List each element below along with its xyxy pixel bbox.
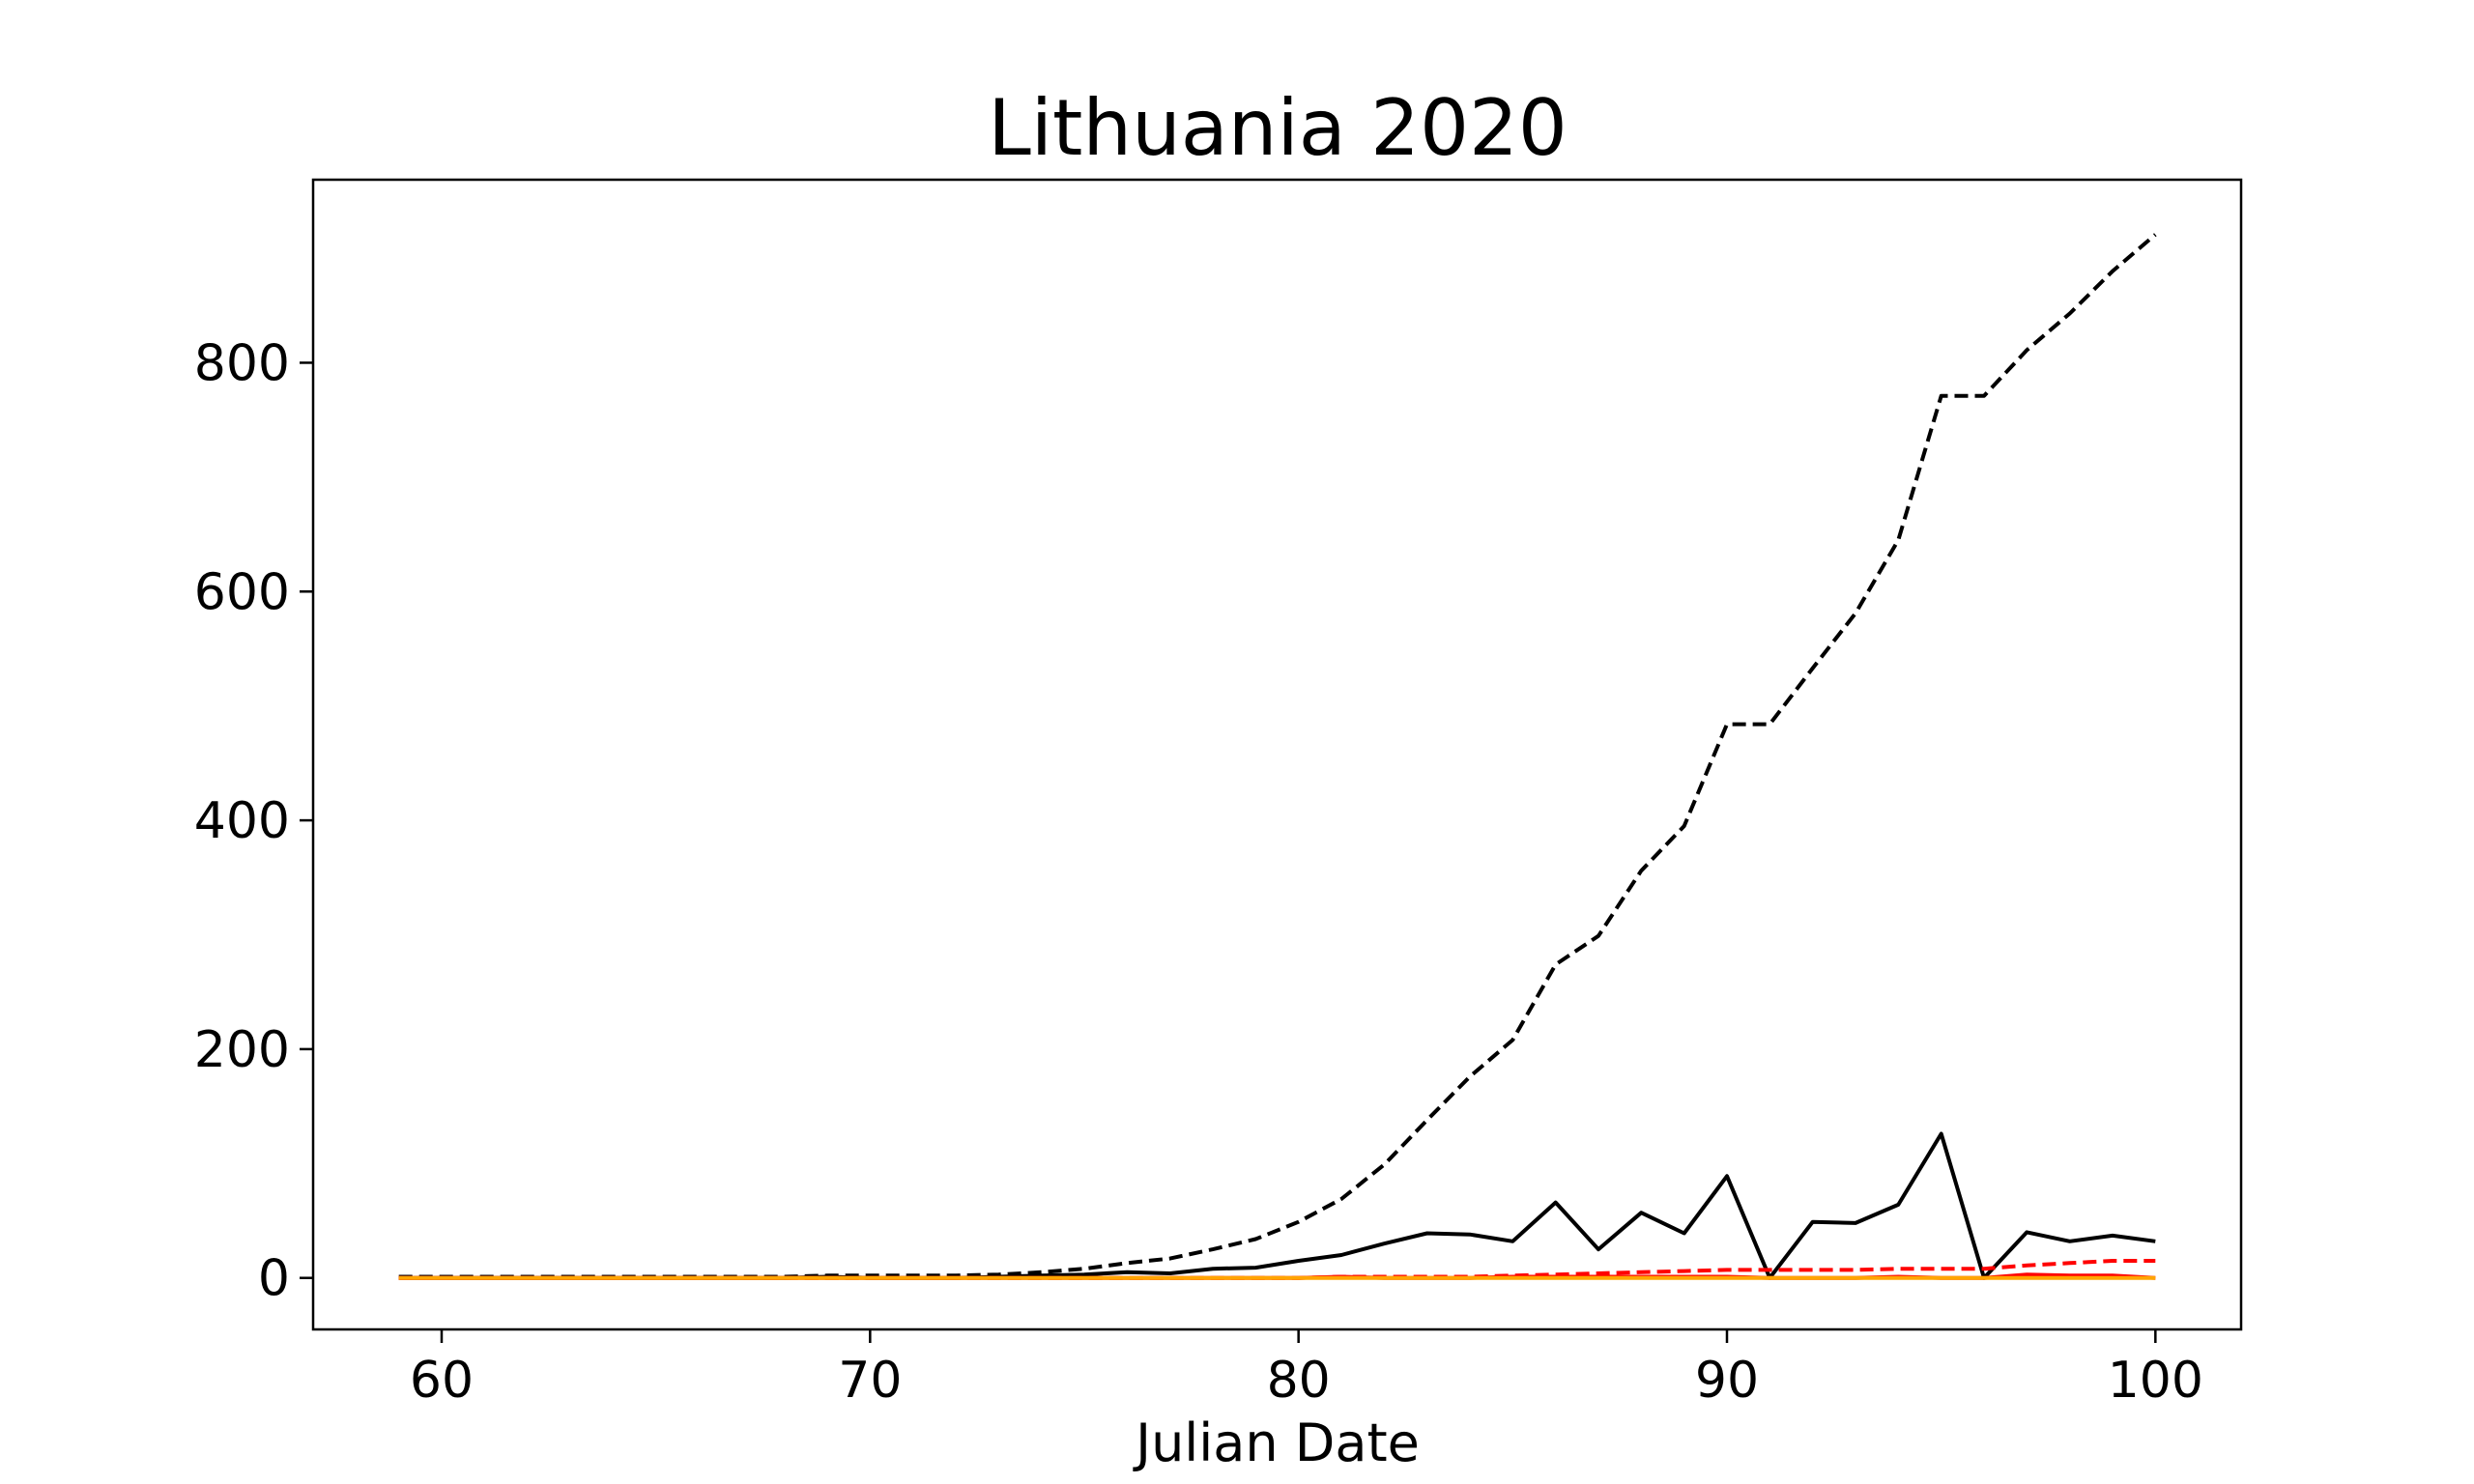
x-tick-label: 80 [1267, 1352, 1331, 1410]
x-tick-label: 70 [838, 1352, 902, 1410]
plot-frame [311, 178, 2243, 1331]
y-tick-label: 200 [194, 1021, 290, 1079]
chart-title: Lithuania 2020 [988, 83, 1568, 173]
x-tick-label: 100 [2108, 1352, 2203, 1410]
x-axis-ticks: 60 70 80 90 100 [410, 1329, 2203, 1410]
series-line-1 [398, 233, 2157, 1279]
series-line-2 [398, 1131, 2156, 1280]
y-tick-label: 800 [194, 334, 290, 392]
y-axis-ticks: 0 200 400 600 800 [194, 334, 313, 1308]
series-layer [398, 233, 2157, 1280]
x-axis-label: Julian Date [1133, 1413, 1420, 1473]
y-tick-label: 600 [194, 563, 290, 621]
x-tick-label: 60 [410, 1352, 474, 1410]
y-tick-label: 400 [194, 792, 290, 850]
x-tick-label: 90 [1695, 1352, 1759, 1410]
y-tick-label: 0 [258, 1250, 290, 1308]
